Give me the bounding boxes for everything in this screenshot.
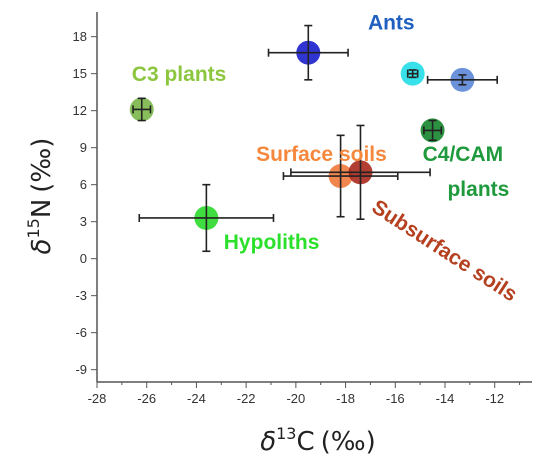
annotation-label: Ants — [368, 11, 415, 34]
annotation-label: Subsurface soils — [368, 195, 521, 306]
x-axis-superscript: 13 — [276, 424, 296, 443]
annotations: Ants C3 plants Surface soils C4/CAM plants Hy… — [132, 11, 521, 306]
y-tick-label: 15 — [73, 66, 87, 81]
y-tick-label: 9 — [80, 140, 87, 155]
x-tick-label: -20 — [286, 391, 305, 406]
y-axis-superscript: 15 — [24, 218, 43, 238]
y-axis-element: N — [27, 199, 57, 218]
x-ticks: -28 -26 -24 -22 -20 -18 -16 -14 -12 — [88, 382, 521, 406]
y-tick-label: 6 — [80, 177, 87, 192]
error-bars — [132, 24, 499, 253]
x-tick-label: -24 — [187, 391, 206, 406]
x-tick-label: -26 — [137, 391, 156, 406]
annotation-label: Surface soils — [256, 143, 387, 166]
y-tick-label: -9 — [75, 362, 87, 377]
y-axis-unit: (‰) — [27, 138, 57, 193]
x-tick-label: -14 — [436, 391, 455, 406]
annotation-label: C4/CAM — [423, 143, 504, 166]
annotation-label: C3 plants — [132, 63, 227, 86]
y-tick-label: -3 — [75, 288, 87, 303]
annotation-label: Hypoliths — [224, 231, 320, 254]
x-tick-label: -16 — [386, 391, 405, 406]
y-tick-label: 0 — [80, 251, 87, 266]
x-tick-label: -28 — [88, 391, 107, 406]
y-tick-label: 12 — [73, 103, 87, 118]
y-axis-title: δ15N (‰) — [24, 138, 57, 255]
annotation-label: plants — [447, 178, 509, 201]
y-tick-label: 18 — [73, 29, 87, 44]
x-axis-title: δ13C (‰) — [260, 424, 376, 457]
x-axis-symbol: δ — [260, 427, 276, 457]
x-tick-label: -22 — [237, 391, 256, 406]
x-axis-unit: (‰) — [321, 427, 376, 457]
y-axis-symbol: δ — [27, 239, 57, 255]
x-tick-label: -18 — [336, 391, 355, 406]
x-axis-element: C — [296, 427, 314, 457]
y-ticks: -9 -6 -3 0 3 6 9 12 15 18 — [73, 29, 97, 377]
y-tick-label: 3 — [80, 214, 87, 229]
x-tick-label: -12 — [485, 391, 504, 406]
y-tick-label: -6 — [75, 325, 87, 340]
